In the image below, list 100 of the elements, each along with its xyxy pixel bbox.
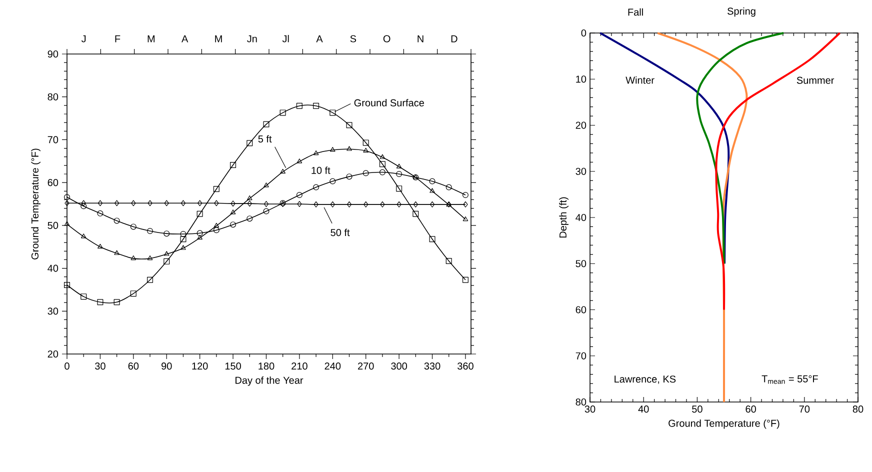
x-tick-label: 150 [225, 362, 241, 370]
point [313, 150, 319, 156]
point [264, 200, 269, 207]
point [230, 162, 236, 168]
point [462, 216, 468, 222]
point [280, 110, 286, 116]
point [180, 200, 186, 206]
text: F [115, 35, 120, 42]
point [197, 234, 202, 240]
y-tick-label: 40 [48, 264, 58, 272]
y-tick-label: 70 [576, 352, 586, 360]
point [114, 250, 120, 255]
point [429, 236, 436, 242]
point [180, 230, 186, 237]
point [230, 210, 236, 214]
point [164, 251, 170, 256]
x-tick-label: 60 [746, 406, 756, 413]
text: M [148, 35, 155, 42]
point [462, 192, 468, 198]
x-tick-label: 80 [852, 406, 864, 413]
point [313, 184, 320, 190]
x-tick-label: 330 [424, 362, 440, 370]
text: Jl [282, 34, 289, 42]
y-tick-label: 60 [48, 179, 58, 186]
point [64, 194, 70, 200]
point [130, 255, 136, 260]
point [296, 192, 302, 198]
point [246, 216, 253, 222]
point [196, 210, 203, 217]
point [313, 102, 320, 109]
y-tick-label: 30 [48, 308, 58, 315]
text: Fall [628, 8, 643, 16]
point [446, 258, 452, 264]
x-tick-label: 90 [162, 362, 172, 370]
point [246, 195, 252, 200]
text: M [215, 35, 222, 42]
point [130, 224, 136, 230]
point [330, 201, 335, 208]
point [396, 170, 402, 177]
point [314, 201, 318, 208]
point [280, 168, 286, 174]
line-series [696, 32, 785, 265]
point [230, 222, 236, 228]
x-tick-label: 30 [95, 362, 106, 370]
x-axis-title: Ground Temperature (°F) [668, 419, 780, 429]
text: O [383, 35, 390, 42]
point [380, 154, 386, 159]
series-label: 10 ft [312, 166, 330, 174]
point [296, 102, 302, 109]
x-tick-label: 70 [799, 406, 810, 413]
point [412, 210, 419, 217]
series-label: Summer [796, 76, 834, 84]
y-tick-label: 0 [581, 29, 586, 37]
point [114, 200, 120, 206]
point [446, 184, 452, 190]
point [64, 221, 70, 226]
text: D [451, 35, 458, 42]
point [64, 282, 70, 288]
text: Spring [728, 7, 756, 17]
point [296, 158, 302, 164]
y-tick-label: 30 [576, 168, 586, 175]
point [164, 200, 169, 206]
point [396, 201, 402, 208]
point [147, 276, 154, 283]
y-tick-label: 10 [576, 76, 586, 83]
point [214, 200, 219, 206]
x-tick-label: 120 [192, 362, 208, 370]
text: A [182, 35, 188, 42]
x-tick-label: 40 [638, 406, 649, 413]
point [346, 146, 352, 151]
x-tick-label: 240 [324, 362, 341, 370]
point [247, 200, 252, 207]
y-axis-title: Ground Temperature (°F) [31, 148, 40, 260]
point [346, 122, 352, 128]
y-tick-label: 70 [48, 136, 58, 144]
point [214, 222, 220, 228]
point [362, 140, 369, 146]
line-series [599, 32, 730, 265]
point [80, 203, 87, 210]
point [97, 299, 104, 306]
point [131, 200, 136, 206]
point [364, 201, 368, 208]
x-tick-label: 180 [258, 362, 274, 370]
text: 50 ft [330, 228, 350, 236]
y-tick-label: 50 [576, 260, 586, 268]
x-tick-label: 300 [391, 362, 408, 370]
point [97, 210, 104, 216]
point [80, 294, 87, 300]
point [197, 200, 202, 206]
point [430, 188, 435, 193]
point [81, 200, 86, 206]
point [230, 200, 236, 207]
point [147, 228, 154, 234]
y-tick-label: 20 [48, 350, 58, 358]
point [164, 258, 170, 264]
point [463, 201, 468, 208]
point [380, 201, 385, 208]
text: Jn [247, 35, 257, 42]
point [98, 244, 103, 249]
point [363, 148, 368, 153]
